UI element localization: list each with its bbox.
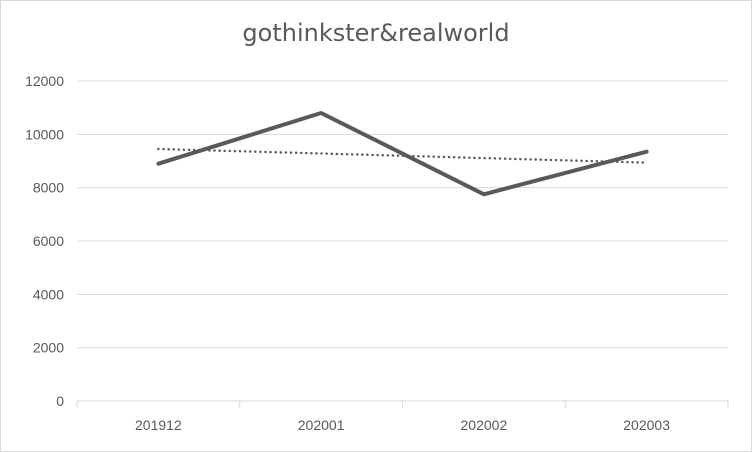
chart-title: gothinkster&realworld (242, 19, 510, 47)
y-tick-label: 12000 (25, 73, 64, 89)
series-line (156, 111, 649, 197)
y-tick-label: 6000 (33, 233, 64, 249)
y-tick-label: 2000 (33, 340, 64, 356)
y-tick-label: 8000 (33, 180, 64, 196)
x-tick-label: 202003 (623, 417, 670, 433)
y-tick-label: 0 (56, 393, 64, 409)
y-tick-label: 4000 (33, 286, 64, 302)
trendline (157, 147, 648, 164)
y-tick-label: 10000 (25, 126, 64, 142)
x-tick-label: 202001 (298, 417, 345, 433)
x-tick-label: 202002 (461, 417, 508, 433)
x-tick-label: 201912 (135, 417, 182, 433)
